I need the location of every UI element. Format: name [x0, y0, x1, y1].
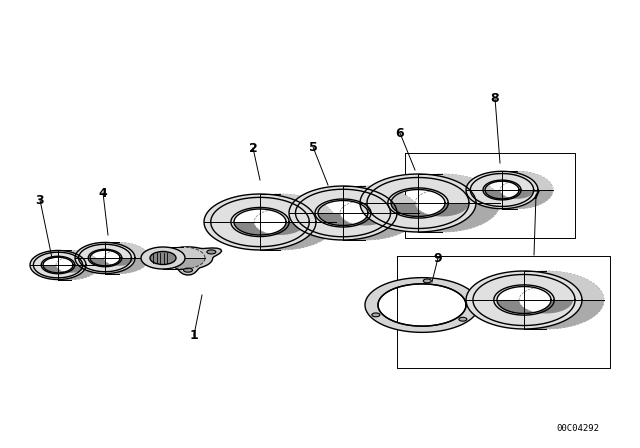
Polygon shape	[360, 174, 476, 232]
Ellipse shape	[207, 250, 216, 254]
Polygon shape	[466, 271, 582, 329]
Polygon shape	[204, 194, 336, 222]
Text: 8: 8	[491, 91, 499, 104]
Polygon shape	[30, 250, 86, 280]
Polygon shape	[90, 258, 134, 266]
Polygon shape	[289, 213, 419, 240]
Polygon shape	[75, 242, 149, 258]
Polygon shape	[466, 271, 604, 300]
Polygon shape	[141, 247, 185, 269]
Polygon shape	[360, 203, 500, 232]
Ellipse shape	[184, 268, 193, 272]
Text: 2: 2	[248, 142, 257, 155]
Polygon shape	[289, 186, 419, 213]
Polygon shape	[497, 300, 573, 314]
Polygon shape	[365, 278, 479, 332]
Polygon shape	[318, 213, 390, 225]
Ellipse shape	[160, 250, 169, 254]
Polygon shape	[154, 247, 221, 275]
Polygon shape	[30, 250, 99, 265]
Polygon shape	[391, 203, 469, 216]
Polygon shape	[485, 190, 534, 199]
Text: 7: 7	[532, 189, 540, 202]
Text: 3: 3	[36, 194, 44, 207]
Text: 00C04292: 00C04292	[557, 423, 600, 432]
Ellipse shape	[372, 313, 380, 317]
Polygon shape	[204, 194, 316, 250]
Polygon shape	[466, 171, 553, 190]
Text: 1: 1	[189, 328, 198, 341]
Polygon shape	[234, 222, 306, 235]
Ellipse shape	[150, 251, 176, 264]
Polygon shape	[75, 242, 135, 274]
Text: 5: 5	[308, 141, 317, 154]
Text: 6: 6	[396, 126, 404, 139]
Ellipse shape	[423, 279, 431, 283]
Polygon shape	[204, 222, 336, 250]
Polygon shape	[466, 300, 604, 329]
Polygon shape	[75, 258, 149, 274]
Polygon shape	[141, 258, 205, 269]
Ellipse shape	[459, 317, 467, 321]
Polygon shape	[141, 247, 205, 258]
Polygon shape	[360, 174, 500, 203]
Text: 9: 9	[434, 251, 442, 264]
Polygon shape	[30, 265, 99, 280]
Polygon shape	[289, 186, 397, 240]
Polygon shape	[466, 190, 553, 209]
Polygon shape	[43, 265, 86, 273]
Polygon shape	[466, 171, 538, 209]
Text: 4: 4	[99, 186, 108, 199]
